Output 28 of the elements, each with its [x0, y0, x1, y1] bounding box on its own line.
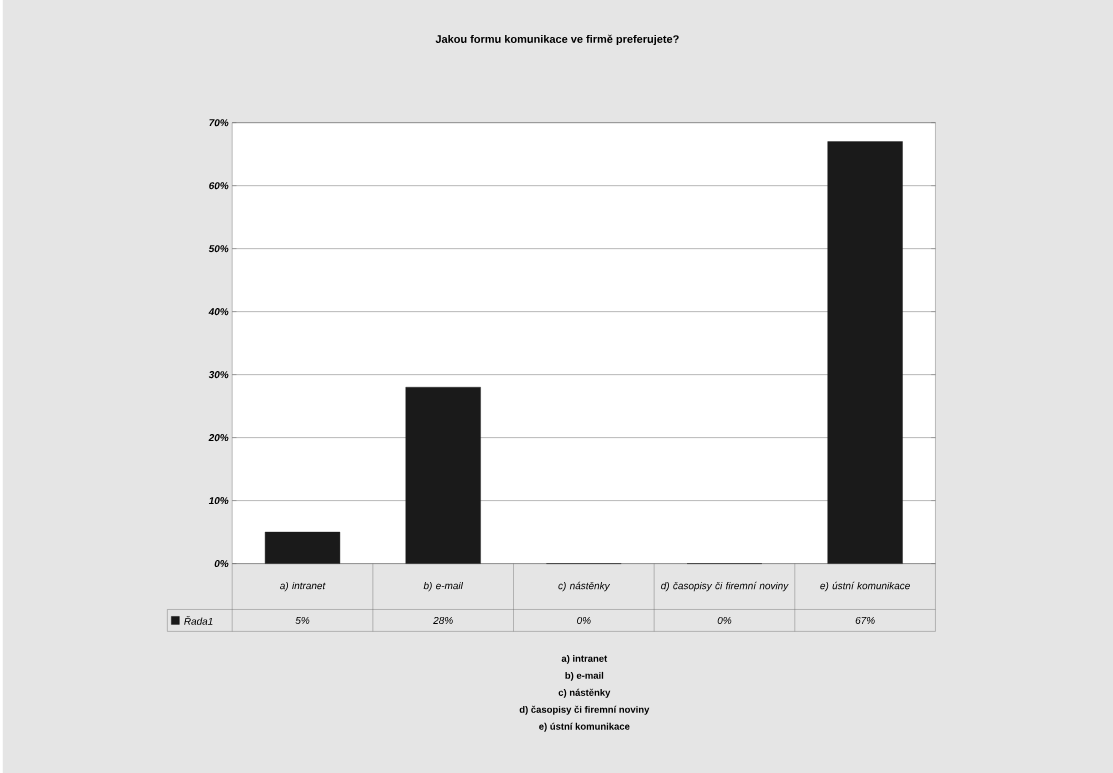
- data-label: 67%: [855, 616, 875, 624]
- text: e) ústní komunikace: [539, 722, 630, 732]
- y-tick-label: 70%: [209, 119, 229, 127]
- y-tick-label: 30%: [208, 371, 229, 379]
- bar: [827, 141, 903, 564]
- text: d) časopisy či firemní noviny: [519, 705, 650, 715]
- y-tick-label: 60%: [209, 182, 229, 190]
- x-tick-label: d) časopisy či firemní noviny: [661, 581, 789, 592]
- y-tick-label: 0%: [214, 560, 229, 568]
- legend-label: Řada1: [184, 615, 213, 625]
- data-label: 0%: [577, 616, 591, 624]
- y-tick-label: 10%: [208, 497, 229, 505]
- y-tick-label: 50%: [208, 245, 229, 253]
- x-tick-label: a) intranet: [280, 581, 326, 592]
- data-label: 0%: [717, 616, 732, 624]
- text: a) intranet: [561, 654, 608, 664]
- text: b) e-mail: [565, 671, 604, 681]
- y-tick-label: 40%: [208, 308, 229, 316]
- x-tick-label: b) e-mail: [423, 581, 464, 592]
- y-tick-label: 20%: [208, 434, 229, 442]
- bar: [264, 531, 341, 564]
- text: c) nástěnky: [558, 688, 611, 698]
- data-label: 28%: [433, 616, 453, 624]
- x-tick-label: e) ústní komunikace: [820, 581, 910, 592]
- bar: [405, 386, 481, 564]
- data-label: 5%: [295, 616, 310, 624]
- chart-title: Jakou formu komunikace ve firmě preferujete?: [435, 34, 679, 46]
- x-tick-label: c) nástěnky: [558, 581, 611, 592]
